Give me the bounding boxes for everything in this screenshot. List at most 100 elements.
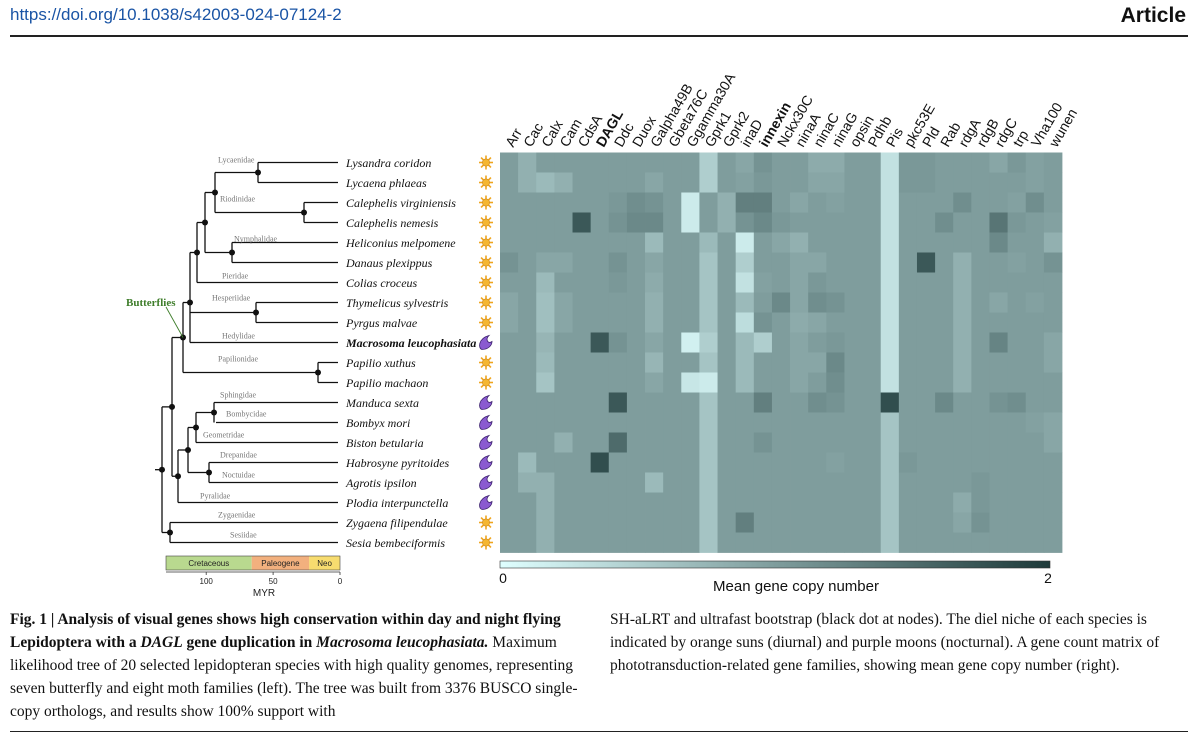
- heatmap-cell: [626, 392, 646, 413]
- heatmap-cell: [971, 252, 990, 273]
- heatmap-cell: [989, 152, 1009, 173]
- heatmap-cell: [699, 292, 718, 313]
- heatmap-cell: [1043, 232, 1063, 253]
- heatmap-cell: [608, 172, 628, 193]
- heatmap-cell: [626, 432, 646, 453]
- heatmap-cell: [1043, 452, 1063, 473]
- heatmap-cell: [1007, 492, 1027, 513]
- heatmap-cell: [808, 152, 827, 173]
- heatmap-cell: [808, 432, 827, 453]
- heatmap-cell: [681, 292, 700, 313]
- heatmap-cell: [554, 512, 573, 533]
- heatmap-cell: [735, 452, 755, 473]
- period-bar: [251, 556, 310, 570]
- heatmap-cell: [953, 392, 972, 413]
- heatmap-cell: [753, 312, 773, 333]
- heatmap-cell: [1025, 152, 1045, 173]
- heatmap-cell: [626, 372, 646, 393]
- heatmap-cell: [518, 392, 537, 413]
- heatmap-cell: [500, 212, 519, 233]
- heatmap-cell: [971, 312, 990, 333]
- heatmap-cell: [645, 292, 664, 313]
- heatmap-cell: [735, 352, 755, 373]
- heatmap-cell: [518, 272, 537, 293]
- heatmap-cell: [808, 372, 827, 393]
- heatmap-cell: [590, 312, 610, 333]
- heatmap-cell: [717, 412, 737, 433]
- moon-icon: [479, 334, 493, 350]
- moon-icon: [479, 434, 493, 450]
- heatmap-cell: [880, 352, 900, 373]
- heatmap-cell: [753, 292, 773, 313]
- heatmap-cell: [1025, 492, 1045, 513]
- heatmap-cell: [953, 452, 972, 473]
- colorbar-max-label: 2: [1044, 570, 1052, 586]
- heatmap-cell: [916, 272, 936, 293]
- heatmap-cell: [536, 432, 555, 453]
- heatmap-cell: [790, 232, 809, 253]
- sun-ray: [487, 276, 492, 281]
- sun-ray: [487, 384, 492, 389]
- sun-ray: [487, 204, 492, 209]
- moon-icon: [479, 474, 493, 490]
- heatmap-cell: [916, 512, 936, 533]
- heatmap-cell: [663, 512, 682, 533]
- heatmap-cell: [771, 232, 791, 253]
- heatmap-cell: [771, 292, 791, 313]
- sun-ray: [487, 176, 492, 181]
- family-label: Nymphalidae: [234, 235, 278, 244]
- heatmap-cell: [645, 412, 664, 433]
- heatmap-cell: [898, 512, 918, 533]
- heatmap-cell: [626, 192, 646, 213]
- heatmap-cell: [735, 412, 755, 433]
- heatmap-cell: [608, 452, 628, 473]
- sun-ray: [487, 536, 492, 541]
- heatmap-cell: [953, 532, 972, 553]
- heatmap-cell: [681, 232, 700, 253]
- heatmap-cell: [500, 392, 519, 413]
- heatmap-cell: [862, 532, 882, 553]
- family-label: Hesperiidae: [212, 294, 251, 303]
- sun-ray: [480, 256, 485, 261]
- heatmap-cell: [898, 192, 918, 213]
- sun-ray: [487, 224, 492, 229]
- heatmap-cell: [916, 312, 936, 333]
- heatmap-cell: [735, 432, 755, 453]
- species-label: Pyrgus malvae: [345, 316, 418, 330]
- heatmap-cell: [753, 232, 773, 253]
- heatmap-cell: [572, 192, 592, 213]
- heatmap-cell: [844, 192, 863, 213]
- heatmap-cell: [590, 292, 610, 313]
- heatmap-cell: [717, 152, 737, 173]
- heatmap-cell: [1043, 472, 1063, 493]
- fig-label: Fig. 1 |: [10, 611, 58, 628]
- doi-link[interactable]: https://doi.org/10.1038/s42003-024-07124…: [10, 5, 342, 24]
- heatmap-cell: [935, 292, 954, 313]
- heatmap-cell: [916, 392, 936, 413]
- heatmap-cell: [1007, 352, 1027, 373]
- heatmap-cell: [536, 532, 555, 553]
- heatmap-cell: [790, 452, 809, 473]
- heatmap-cell: [826, 412, 845, 433]
- heatmap-cell: [608, 412, 628, 433]
- heatmap-cell: [808, 512, 827, 533]
- heatmap-cell: [880, 252, 900, 273]
- heatmap-cell: [771, 392, 791, 413]
- heatmap-cell: [898, 252, 918, 273]
- heatmap-cell: [626, 272, 646, 293]
- heatmap-cell: [699, 192, 718, 213]
- heatmap-cell: [989, 252, 1009, 273]
- heatmap-cell: [844, 372, 863, 393]
- heatmap-cell: [554, 212, 573, 233]
- moon-icon: [479, 394, 493, 410]
- species-label: Lysandra coridon: [345, 156, 431, 170]
- sun-ray: [480, 376, 485, 381]
- heatmap-cell: [753, 172, 773, 193]
- sun-disc: [482, 278, 490, 287]
- heatmap-cell: [681, 372, 700, 393]
- heatmap-cell: [1007, 312, 1027, 333]
- heatmap-cell: [898, 212, 918, 233]
- heatmap-cell: [862, 372, 882, 393]
- heatmap-cell: [1007, 272, 1027, 293]
- heatmap-cell: [590, 392, 610, 413]
